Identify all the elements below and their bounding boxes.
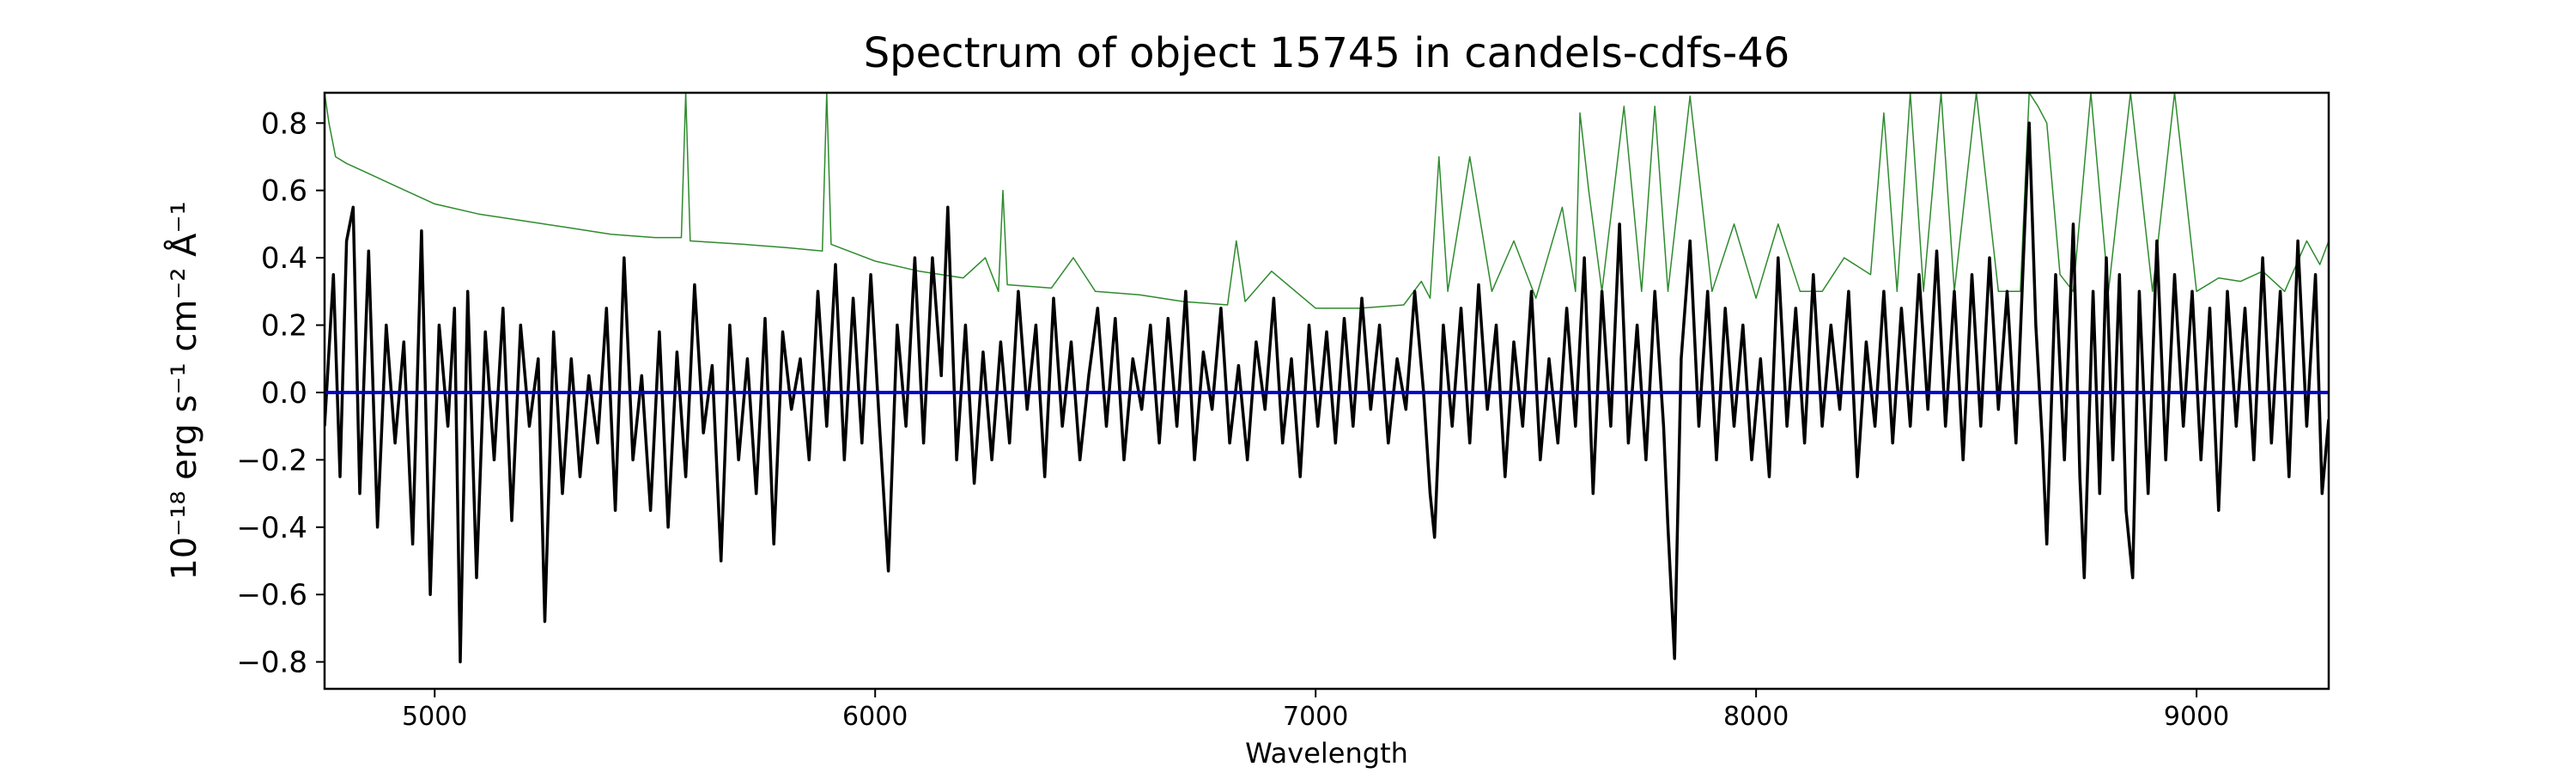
x-tick-label: 6000 — [842, 702, 908, 732]
x-tick-label: 7000 — [1283, 702, 1348, 732]
flux-series-line — [325, 121, 2329, 664]
y-tick-label: −0.8 — [236, 646, 307, 680]
y-tick-label: 0.8 — [261, 107, 307, 141]
plot-area — [325, 93, 2329, 664]
plot-frame — [323, 91, 2330, 691]
x-axis: 5000 6000 7000 8000 9000 — [402, 689, 2229, 732]
y-tick-label: 0.2 — [261, 309, 307, 344]
y-axis-label: 10⁻¹⁸ erg s⁻¹ cm⁻² Å⁻¹ — [163, 201, 204, 580]
x-tick-label: 5000 — [402, 702, 467, 732]
y-axis: −0.8 −0.6 −0.4 −0.2 0.0 0.2 0.4 0.6 0.8 — [236, 107, 325, 680]
chart-title: Spectrum of object 15745 in candels-cdfs… — [864, 29, 1790, 77]
x-axis-label: Wavelength — [1245, 737, 1408, 770]
x-tick-label: 9000 — [2164, 702, 2229, 732]
y-tick-label: 0.4 — [261, 241, 307, 276]
y-tick-label: −0.4 — [236, 511, 307, 545]
y-tick-label: 0.6 — [261, 174, 307, 209]
y-tick-label: −0.2 — [236, 443, 307, 478]
noise-series-line — [325, 93, 2329, 309]
y-tick-label: −0.6 — [236, 578, 307, 612]
x-tick-label: 8000 — [1723, 702, 1789, 732]
y-tick-label: 0.0 — [261, 376, 307, 411]
